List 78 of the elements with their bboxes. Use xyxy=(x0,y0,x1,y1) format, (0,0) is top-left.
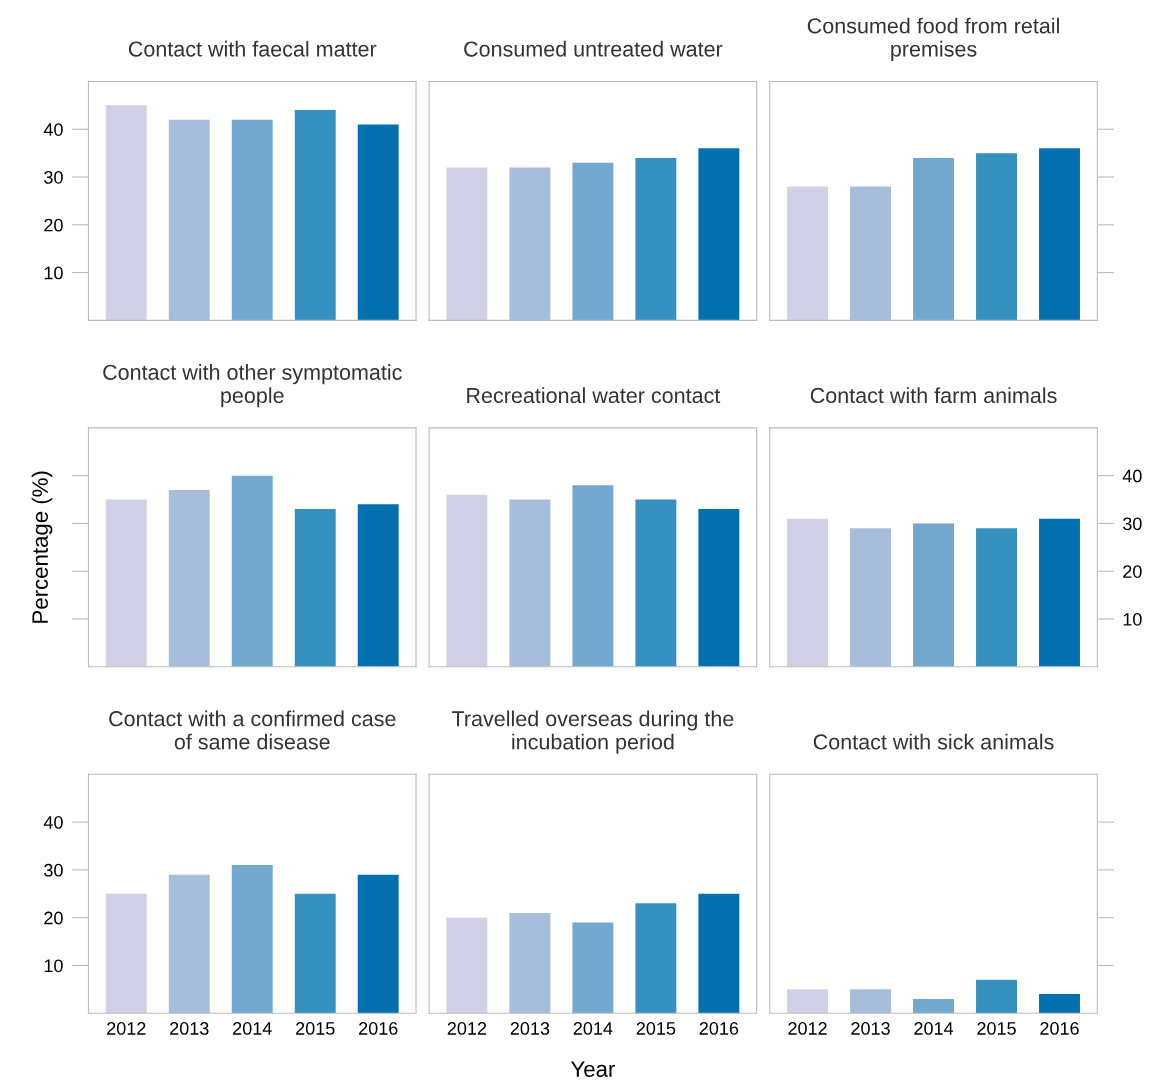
x-tick-label: 2013 xyxy=(170,1022,209,1035)
bar xyxy=(572,162,614,321)
y-tick-label: 20 xyxy=(1123,565,1142,578)
chart-title: Travelled overseas during the incubation period xyxy=(451,710,734,754)
chart-title: Contact with other symptomatic people xyxy=(103,364,402,408)
chart-title: Contact with farm animals xyxy=(810,387,1057,404)
x-axis-title: Year xyxy=(570,1061,615,1077)
bar xyxy=(294,509,336,667)
bar xyxy=(105,499,147,667)
bar xyxy=(294,110,336,321)
x-tick-label: 2014 xyxy=(233,1022,272,1035)
y-axis-title: Percentage (%) xyxy=(31,471,53,623)
y-tick-label: 20 xyxy=(44,218,63,232)
bar xyxy=(446,917,488,1014)
bar xyxy=(357,504,399,667)
x-tick-label: 2012 xyxy=(107,1022,146,1035)
x-tick-label: 2012 xyxy=(447,1022,487,1035)
bar xyxy=(446,494,488,667)
chart-title: Recreational water contact xyxy=(467,387,721,404)
chart-title: Consumed untreated water xyxy=(464,40,723,57)
bar xyxy=(850,186,892,321)
bar xyxy=(635,499,677,667)
x-tick-label: 2015 xyxy=(636,1022,676,1035)
bar xyxy=(572,922,614,1014)
x-tick-label: 2012 xyxy=(788,1022,827,1035)
bar xyxy=(294,893,336,1014)
x-tick-label: 2013 xyxy=(851,1022,890,1035)
chart-title: Consumed food from retail premises xyxy=(807,17,1059,61)
bar xyxy=(787,989,829,1014)
x-tick-label: 2014 xyxy=(573,1022,613,1035)
bar xyxy=(572,485,614,667)
y-tick-label: 10 xyxy=(1123,612,1142,626)
y-tick-label: 40 xyxy=(43,816,63,829)
y-tick-label: 30 xyxy=(44,170,63,184)
x-tick-label: 2014 xyxy=(914,1022,954,1035)
bar xyxy=(357,124,399,321)
bar xyxy=(913,157,954,321)
bar xyxy=(357,874,399,1014)
chart-title: Contact with a confirmed case of same disease xyxy=(109,710,396,750)
bar xyxy=(698,148,740,321)
x-tick-label: 2013 xyxy=(510,1022,550,1035)
bar xyxy=(698,893,740,1014)
bar xyxy=(446,167,488,321)
bar xyxy=(976,979,1017,1014)
y-tick-label: 20 xyxy=(44,911,63,925)
x-tick-label: 2016 xyxy=(359,1022,398,1035)
bar xyxy=(850,989,892,1014)
y-tick-label: 40 xyxy=(43,123,63,136)
bar xyxy=(509,167,551,321)
bar xyxy=(913,998,954,1014)
bar xyxy=(787,186,829,321)
chart-title: Contact with sick animals xyxy=(813,733,1054,750)
y-tick-label: 40 xyxy=(1122,469,1142,483)
y-tick-label: 10 xyxy=(44,266,63,280)
bar xyxy=(231,119,273,321)
bar xyxy=(976,153,1017,321)
bar xyxy=(635,157,677,321)
chart-title: Contact with faecal matter xyxy=(128,40,377,57)
x-tick-label: 2015 xyxy=(296,1022,335,1035)
x-tick-label: 2016 xyxy=(1040,1022,1079,1035)
bar xyxy=(105,105,147,321)
y-tick-label: 30 xyxy=(44,863,63,877)
bar xyxy=(105,893,147,1014)
bar xyxy=(231,475,273,667)
bar xyxy=(168,490,210,667)
bar xyxy=(168,119,210,321)
bar xyxy=(509,912,551,1014)
y-tick-label: 30 xyxy=(1122,517,1142,531)
bar xyxy=(1039,994,1080,1014)
x-tick-label: 2016 xyxy=(699,1022,739,1035)
bar xyxy=(635,903,677,1014)
y-tick-label: 10 xyxy=(44,959,63,973)
bar xyxy=(698,509,740,667)
x-tick-label: 2015 xyxy=(977,1022,1016,1035)
bar xyxy=(168,874,210,1014)
bar xyxy=(509,499,551,667)
bar xyxy=(1039,148,1080,321)
bar xyxy=(231,865,273,1014)
